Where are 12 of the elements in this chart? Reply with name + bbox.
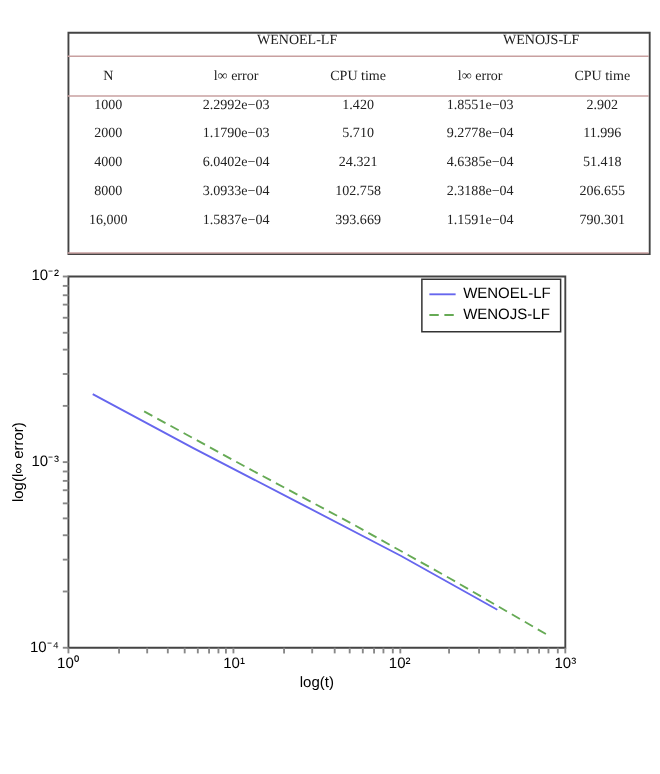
y-axis-title: log(l∞ error)	[8, 421, 27, 503]
x-tick-label: 10³	[554, 654, 578, 673]
legend-label: WENOJS-LF	[463, 304, 551, 323]
y-tick-label: 10⁻³	[31, 451, 61, 470]
y-tick-label: 10⁻⁴	[29, 637, 60, 656]
x-tick-label: 10¹	[223, 654, 246, 673]
y-tick-label: 10⁻²	[31, 266, 61, 285]
line-series	[91, 393, 499, 611]
x-tick-label: 10⁰	[57, 654, 80, 673]
x-axis-title: log(t)	[299, 673, 335, 692]
x-tick-label: 10²	[388, 654, 412, 673]
legend-label: WENOEL-LF	[463, 284, 552, 303]
